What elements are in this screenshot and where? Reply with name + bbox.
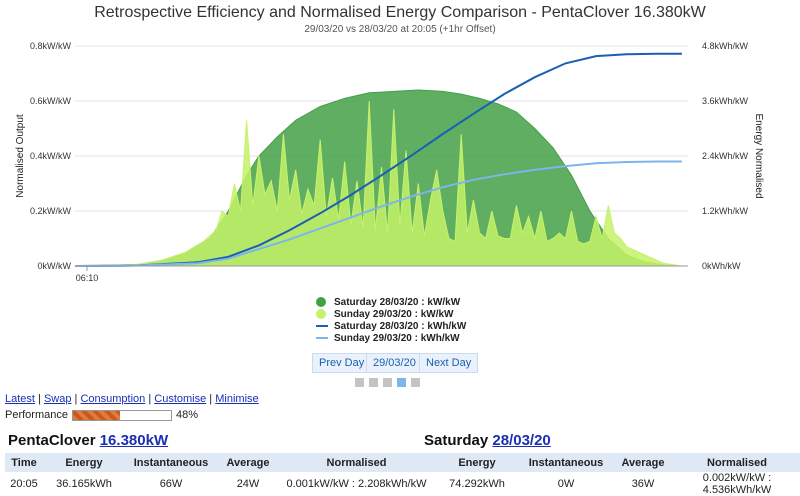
legend-label: Saturday 28/03/20 : kW/kW [334,296,461,308]
col-header: Time [5,453,43,472]
y-right-tick-label: 4.8kWh/kW [702,41,749,51]
page-dots [355,378,420,387]
table-row: 20:05 36.165kWh 66W 24W 0.001kW/kW : 2.2… [5,472,800,496]
compare-date-link[interactable]: 28/03/20 [492,432,551,449]
y-left-tick-label: 0.8kW/kW [30,41,72,51]
performance-label: Performance [5,409,68,421]
table-cell: 36W [631,478,655,490]
legend-line-icon [316,337,328,339]
chart: 0kW/kW 0kWh/kW 0.2kW/kW 1.2kWh/kW 0.4kW/kW 2.… [15,41,764,283]
legend-line-icon [316,325,328,327]
system-name: PentaClover [8,432,96,449]
performance-bar-fill [72,410,121,420]
table-cell: 36.165kWh [56,478,112,490]
y-left-tick-label: 0.4kW/kW [30,151,72,161]
y-right-tick-label: 2.4kWh/kW [702,151,749,161]
customise-link[interactable]: Customise [154,393,207,405]
col-header: Normalised [674,453,800,472]
page-dot-active[interactable] [397,378,406,387]
legend-label: Saturday 28/03/20 : kWh/kW [334,320,467,332]
compare-day: Saturday [424,432,489,449]
col-header: Energy [43,453,125,472]
legend-label: Sunday 29/03/20 : kW/kW [334,308,454,320]
col-header: Energy [434,453,520,472]
legend-item-saturday-energy[interactable]: Saturday 28/03/20 : kWh/kW [316,320,466,332]
table-cell: 20:05 [10,478,38,490]
col-header: Average [217,453,279,472]
next-day-button[interactable]: Next Day [419,353,479,373]
legend-item-sunday-energy[interactable]: Sunday 29/03/20 : kWh/kW [316,332,466,344]
col-header: Normalised [279,453,434,472]
series-area [74,100,682,267]
prev-day-button[interactable]: Prev Day [312,353,372,373]
consumption-link[interactable]: Consumption [80,393,146,405]
y-right-tick-label: 1.2kWh/kW [702,206,749,216]
page-dot[interactable] [355,378,364,387]
table-cell: 74.292kWh [449,478,505,490]
table-cell: 0.001kW/kW : 2.208kWh/kW [286,478,427,490]
table-cell: 0W [557,478,575,490]
performance-bar [71,409,172,421]
page-dot[interactable] [369,378,378,387]
system-size-link[interactable]: 16.380kW [99,432,169,449]
minimise-link[interactable]: Minimise [215,393,259,405]
col-header: Instantaneous [520,453,612,472]
table-cell: 66W [159,478,183,490]
legend-dot-icon [316,297,326,307]
legend: Saturday 28/03/20 : kW/kW Sunday 29/03/2… [316,296,466,344]
table-cell: 24W [236,478,260,490]
summary-table: Time Energy Instantaneous Average Normal… [5,453,800,496]
series-line [74,52,682,267]
series-line [74,160,682,267]
y-left-tick-label: 0kW/kW [38,261,72,271]
table-header-row: Time Energy Instantaneous Average Normal… [5,453,800,472]
legend-label: Sunday 29/03/20 : kWh/kW [334,332,460,344]
compare-header: Saturday 28/03/20 [424,432,551,449]
latest-link[interactable]: Latest [5,393,35,405]
y-left-tick-label: 0.2kW/kW [30,206,72,216]
chart-title: Retrospective Efficiency and Normalised … [94,4,706,21]
x-tick-label: 06:10 [76,273,99,283]
action-links: Latest | Swap | Consumption | Customise … [5,393,259,405]
chart-subtitle: 29/03/20 vs 28/03/20 at 20:05 (+1hr Offs… [304,24,496,35]
y-right-tick-label: 3.6kWh/kW [702,96,749,106]
performance: Performance 48% [5,409,198,421]
y-left-tick-label: 0.6kW/kW [30,96,72,106]
page-dot[interactable] [383,378,392,387]
col-header: Instantaneous [125,453,217,472]
col-header: Average [612,453,674,472]
performance-value: 48% [175,409,199,421]
page-dot[interactable] [411,378,420,387]
legend-item-saturday-power[interactable]: Saturday 28/03/20 : kW/kW [316,296,466,308]
y-right-axis-label: Energy Normalised [753,113,764,198]
y-left-axis-label: Normalised Output [15,114,26,198]
swap-link[interactable]: Swap [43,393,72,405]
legend-dot-icon [316,309,326,319]
system-header: PentaClover 16.380kW [8,432,168,449]
table-cell: 0.002kW/kW : 4.536kWh/kW [702,472,772,496]
y-right-tick-label: 0kWh/kW [702,261,741,271]
date-button[interactable]: 29/03/20 [366,353,423,373]
legend-item-sunday-power[interactable]: Sunday 29/03/20 : kW/kW [316,308,466,320]
